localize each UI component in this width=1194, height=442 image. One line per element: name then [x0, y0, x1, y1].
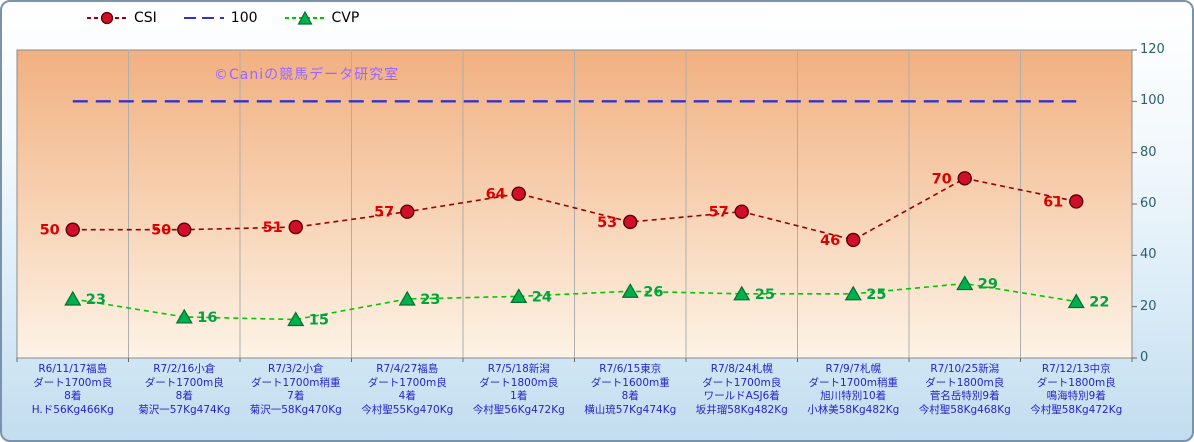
x-category-label-line: ダート1700m稍重 — [808, 376, 898, 389]
x-category-label-line: R7/2/16小倉 — [153, 363, 216, 375]
x-category-label-line: ダート1800m良 — [1036, 376, 1116, 389]
svg-text:24: 24 — [532, 289, 552, 305]
y-tick-label: 80 — [1140, 144, 1157, 160]
x-category-label-line: ワールドASJ6着 — [703, 390, 780, 402]
x-category-label: R7/2/16小倉 ダート1700m良 8着 菊沢一57Kg474Kg — [138, 363, 230, 417]
x-category-label-line: 菊沢一58Kg470Kg — [249, 403, 342, 416]
watermark: ©Caniの競馬データ研究室 — [214, 67, 400, 83]
x-category-label-line: R7/4/27福島 — [376, 363, 439, 375]
x-category-label-line: R7/3/2小倉 — [268, 363, 324, 375]
x-category-label-line: R7/12/13中京 — [1041, 363, 1111, 375]
legend-label-cvp: CVP — [331, 10, 360, 26]
y-tick-label: 40 — [1140, 247, 1157, 263]
x-category-label-line: R7/8/24札幌 — [710, 363, 773, 375]
x-category-label: R7/10/25新潟 ダート1800m良 菅名岳特別9着 今村聖58Kg468Kg — [919, 363, 1011, 417]
x-category-label-line: 今村聖58Kg472Kg — [1030, 403, 1123, 416]
svg-text:25: 25 — [866, 287, 886, 303]
x-category-label-line: 菊沢一57Kg474Kg — [138, 403, 231, 416]
svg-text:51: 51 — [263, 220, 283, 236]
svg-text:57: 57 — [374, 205, 394, 221]
x-category-label: R7/8/24札幌 ダート1700m良 ワールドASJ6着 坂井瑠58Kg482Kg — [696, 363, 788, 417]
x-category-label: R6/11/17福島 ダート1700m良 8着 H.ド56Kg466Kg — [32, 363, 114, 417]
x-category-label-line: ダート1600m重 — [590, 376, 670, 389]
svg-text:15: 15 — [309, 313, 329, 329]
x-category-label-line: 旭川特別10着 — [820, 390, 887, 402]
svg-text:16: 16 — [197, 310, 217, 326]
x-category-label-line: ダート1800m良 — [925, 376, 1005, 389]
x-category-label-line: R7/10/25新潟 — [930, 363, 1000, 375]
y-tick-label: 0 — [1140, 350, 1149, 365]
x-category-label-line: 8着 — [175, 390, 193, 402]
svg-text:46: 46 — [820, 233, 840, 249]
svg-text:53: 53 — [597, 215, 617, 231]
x-category-label-line: ダート1700m良 — [144, 376, 224, 389]
x-category-label: R7/4/27福島 ダート1700m良 4着 今村聖55Kg470Kg — [361, 363, 453, 417]
legend-label-csi: CSI — [134, 10, 157, 26]
x-category-label-line: 今村聖55Kg470Kg — [361, 403, 454, 416]
svg-text:23: 23 — [420, 292, 440, 308]
x-category-label: R7/6/15東京 ダート1600m重 8着 横山琉57Kg474Kg — [584, 363, 676, 417]
legend: CSI 100 CVP — [86, 10, 359, 26]
svg-text:70: 70 — [932, 171, 952, 187]
x-category-label-line: 8着 — [64, 390, 82, 402]
x-category-label-line: ダート1700m良 — [367, 376, 447, 389]
x-category-label-line: R7/5/18新潟 — [487, 363, 550, 375]
svg-text:57: 57 — [709, 205, 729, 221]
csi-series-marker-icon — [86, 10, 128, 26]
x-category-label-line: R7/9/7札幌 — [825, 363, 881, 375]
svg-text:26: 26 — [643, 284, 663, 300]
x-category-label: R7/5/18新潟 ダート1800m良 1着 今村聖56Kg472Kg — [473, 363, 565, 417]
x-category-label-line: 1着 — [510, 390, 528, 402]
legend-item-100: 100 — [183, 10, 258, 26]
y-tick-label: 60 — [1140, 196, 1157, 211]
legend-label-100: 100 — [230, 10, 258, 26]
svg-text:22: 22 — [1089, 295, 1109, 311]
x-category-label-line: ダート1800m良 — [479, 376, 559, 389]
x-category-label-line: 8着 — [621, 390, 639, 402]
y-tick-label: 120 — [1140, 42, 1165, 57]
x-category-label-line: 今村聖56Kg472Kg — [472, 403, 565, 416]
x-category-label-line: 菅名岳特別9着 — [929, 390, 1000, 402]
svg-text:64: 64 — [486, 187, 506, 203]
x-category-label-line: 今村聖58Kg468Kg — [918, 403, 1011, 416]
x-category-label-line: R6/11/17福島 — [38, 363, 108, 375]
y-tick-label: 100 — [1140, 93, 1165, 109]
x-category-label: R7/9/7札幌 ダート1700m稍重 旭川特別10着 小林美58Kg482Kg — [807, 363, 899, 417]
x-category-label-line: ダート1700m稍重 — [251, 376, 341, 389]
reference-line-marker-icon — [183, 10, 225, 26]
legend-item-cvp: CVP — [284, 10, 360, 26]
svg-text:50: 50 — [40, 223, 60, 239]
cvp-series-marker-icon — [284, 10, 326, 26]
x-category-label-line: R7/6/15東京 — [599, 363, 662, 375]
x-category-label-line: 横山琉57Kg474Kg — [584, 403, 677, 416]
y-tick-label: 20 — [1140, 298, 1157, 314]
x-category-label-line: 小林美58Kg482Kg — [807, 403, 900, 416]
legend-item-csi: CSI — [86, 10, 157, 26]
x-category-label: R7/3/2小倉 ダート1700m稍重 7着 菊沢一58Kg470Kg — [250, 363, 342, 417]
svg-text:23: 23 — [86, 292, 106, 308]
svg-text:61: 61 — [1043, 194, 1063, 210]
x-category-label-line: 7着 — [287, 390, 305, 402]
svg-text:50: 50 — [151, 223, 171, 239]
svg-text:29: 29 — [978, 277, 998, 293]
x-category-label-line: 鳴海特別9着 — [1046, 390, 1106, 402]
x-category-label-line: H.ド56Kg466Kg — [31, 403, 114, 416]
x-category-label-line: 4着 — [398, 390, 416, 402]
x-category-label-line: ダート1700m良 — [702, 376, 782, 389]
x-category-label: R7/12/13中京 ダート1800m良 鳴海特別9着 今村聖58Kg472Kg — [1030, 363, 1122, 417]
svg-text:25: 25 — [755, 287, 775, 303]
x-category-label-line: ダート1700m良 — [33, 376, 113, 389]
x-category-label-line: 坂井瑠58Kg482Kg — [695, 403, 788, 416]
